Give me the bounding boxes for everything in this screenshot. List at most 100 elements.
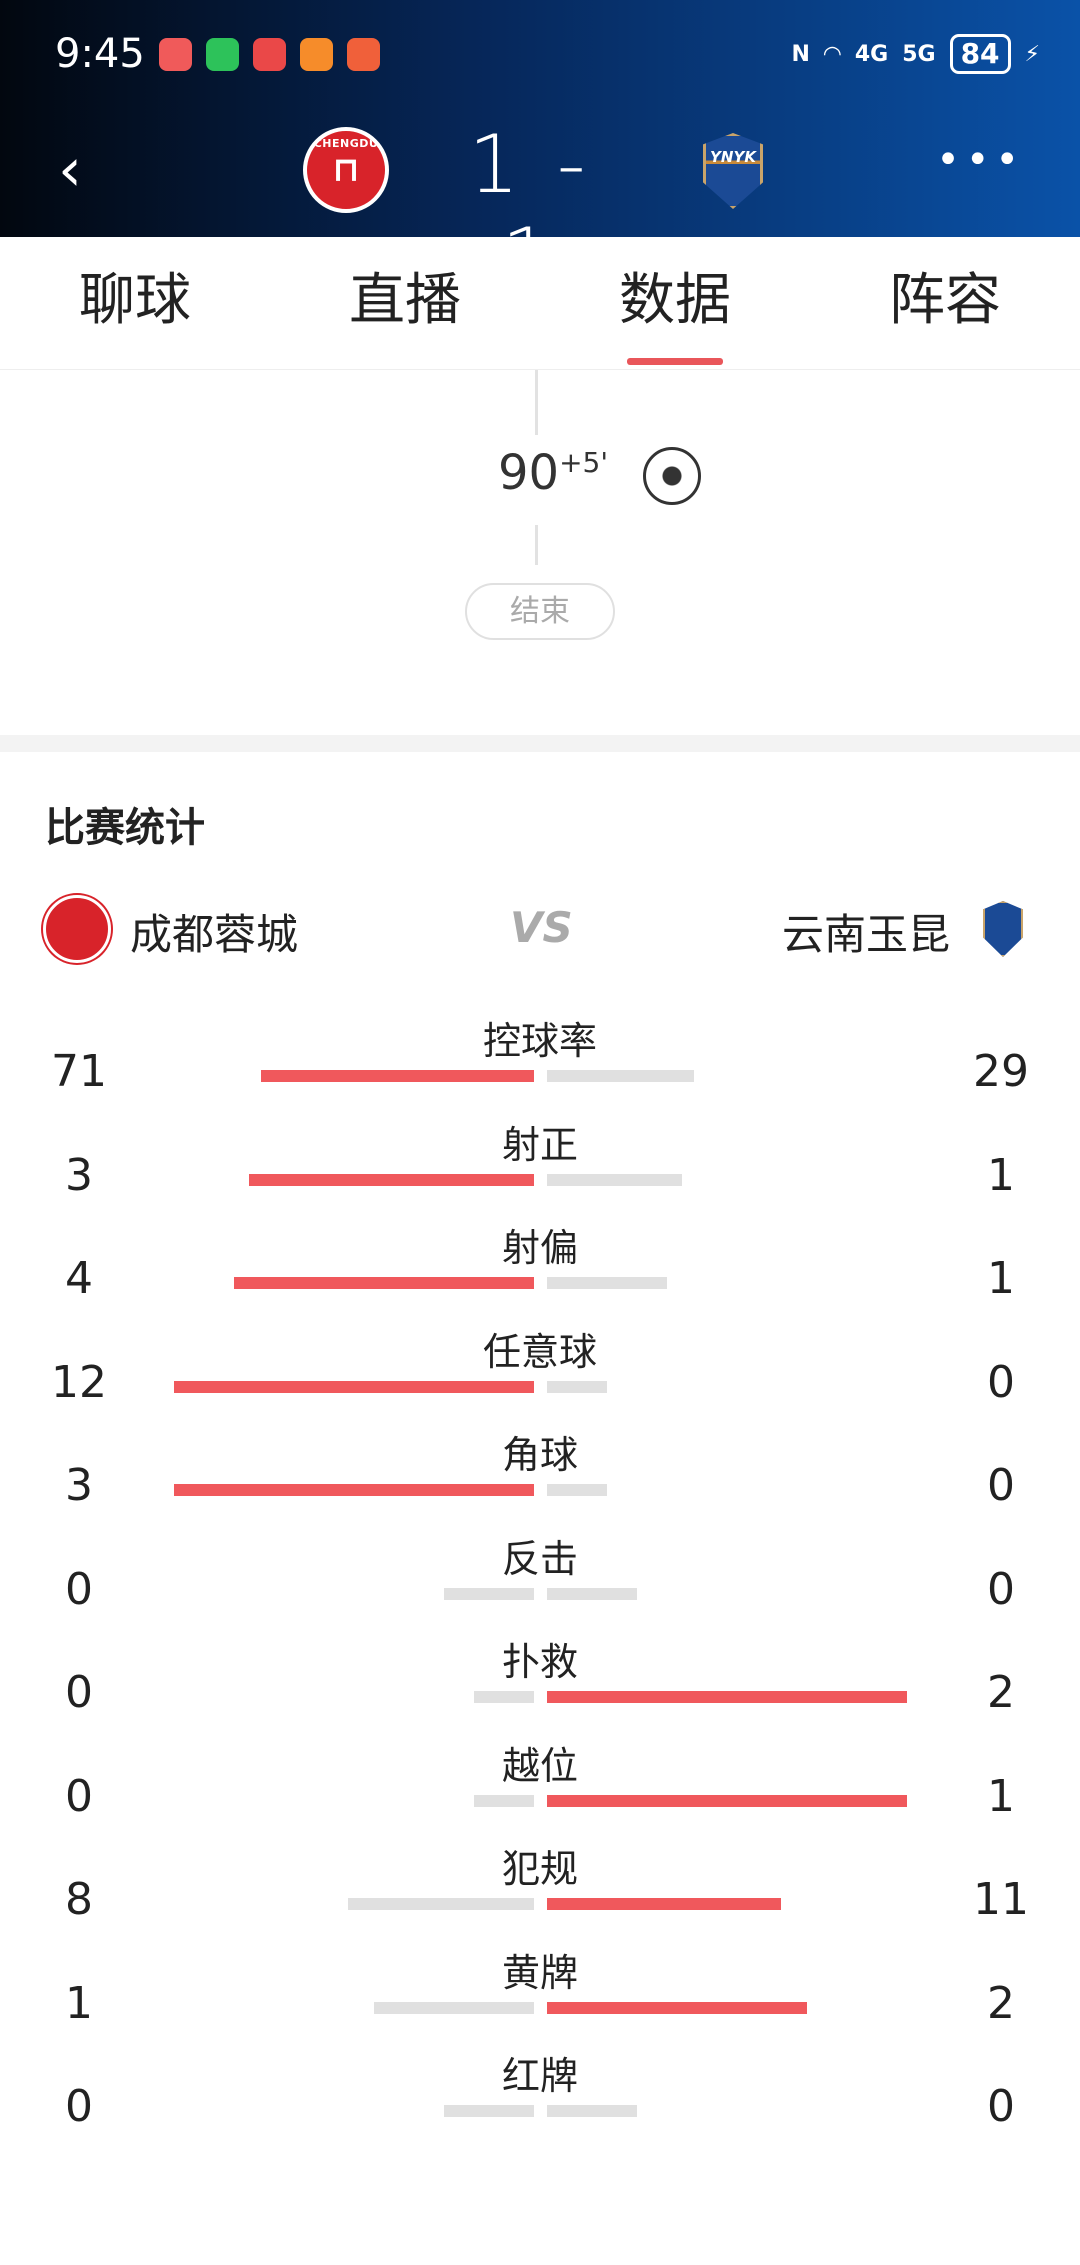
app-notification-icon — [252, 37, 286, 71]
section-divider — [0, 735, 1080, 752]
stat-label: 黄牌 — [501, 1950, 578, 1995]
stat-row: 红牌 0 0 — [0, 2045, 1080, 2148]
away-stat-value: 0 — [987, 1460, 1015, 1511]
away-stat-bar — [547, 1587, 637, 1600]
away-stat-value: 2 — [987, 1977, 1015, 2029]
minute-value: 90 — [498, 445, 560, 501]
home-logo-text: CHENGDU — [313, 137, 379, 150]
battery-icon: 84 — [949, 34, 1011, 74]
clock: 9:45 — [55, 31, 145, 77]
away-team-logo[interactable]: YNYK — [703, 133, 763, 209]
home-stat-value: 4 — [65, 1253, 93, 1304]
tab-chat[interactable]: 聊球 — [79, 268, 191, 333]
stat-row: 任意球 12 0 — [0, 1321, 1080, 1424]
home-stat-bar — [474, 1691, 534, 1703]
away-stat-bar — [547, 1898, 781, 1910]
status-bar: 9:45 N ◠ 4G 5G 84 ⚡ — [55, 30, 1040, 78]
home-stat-value: 12 — [51, 1356, 107, 1408]
home-stat-bar — [474, 1794, 534, 1807]
app-notification-icon — [158, 37, 192, 71]
stat-row: 越位 0 1 — [0, 1735, 1080, 1838]
score-separator: - — [556, 118, 592, 211]
home-score: 1 — [468, 118, 526, 211]
home-logo-emblem: ⊓ — [332, 150, 360, 190]
soccer-ball-icon — [643, 447, 701, 505]
match-end-badge: 结束 — [465, 583, 615, 640]
stat-label: 角球 — [501, 1433, 578, 1477]
stat-label: 扑救 — [501, 1640, 578, 1684]
back-button[interactable]: ‹ — [58, 135, 82, 205]
away-team-logo — [983, 901, 1023, 957]
home-team-name: 成都蓉城 — [130, 910, 299, 959]
tab-live[interactable]: 直播 — [349, 268, 461, 333]
stat-label: 任意球 — [482, 1329, 597, 1374]
timeline-line — [535, 370, 538, 435]
away-stat-bar — [547, 1173, 682, 1186]
stat-label: 射偏 — [501, 1226, 578, 1270]
stat-label: 射正 — [501, 1122, 578, 1167]
home-stat-bar — [444, 1587, 534, 1600]
stat-row: 控球率 71 29 — [0, 1010, 1080, 1113]
home-stat-value: 8 — [65, 1874, 93, 1925]
stat-row: 犯规 8 11 — [0, 1838, 1080, 1941]
home-stat-value: 0 — [65, 1667, 93, 1718]
charging-icon: ⚡ — [1024, 41, 1040, 67]
match-header: 9:45 N ◠ 4G 5G 84 ⚡ ‹ CHENGDU ⊓ 1 - 1 YN… — [0, 0, 1080, 304]
signal-5g-icon: 5G — [902, 41, 936, 67]
app-notification-icon — [299, 37, 333, 71]
more-options-button[interactable]: ••• — [936, 137, 1025, 183]
stat-row: 射正 3 1 — [0, 1114, 1080, 1217]
wechat-icon — [205, 37, 239, 71]
team-row: 成都蓉城 VS 云南玉昆 — [0, 895, 1080, 965]
away-stat-bar — [547, 1484, 607, 1496]
stat-label: 反击 — [501, 1536, 578, 1581]
tab-lineup[interactable]: 阵容 — [889, 268, 1001, 333]
stat-label: 犯规 — [501, 1847, 578, 1891]
home-stat-bar — [249, 1173, 534, 1186]
added-time: +5' — [559, 446, 609, 479]
home-team-logo — [43, 895, 111, 963]
stat-row: 射偏 4 1 — [0, 1217, 1080, 1320]
stat-label: 控球率 — [482, 1019, 597, 1063]
away-team-name: 云南玉昆 — [781, 910, 950, 959]
away-stat-value: 1 — [987, 1253, 1015, 1304]
stat-row: 扑救 0 2 — [0, 1631, 1080, 1734]
home-stat-value: 1 — [65, 1977, 93, 2029]
away-stat-bar — [547, 1794, 907, 1807]
home-stat-value: 71 — [51, 1046, 107, 1097]
away-stat-value: 2 — [987, 1667, 1015, 1718]
home-stat-value: 0 — [65, 2081, 93, 2132]
nfc-icon: N — [791, 41, 810, 67]
home-stat-bar — [174, 1380, 534, 1393]
home-stat-bar — [261, 1070, 534, 1082]
away-stat-value: 1 — [987, 1770, 1015, 1822]
home-stat-bar — [374, 2001, 534, 2014]
away-stat-bar — [547, 2105, 637, 2117]
home-stat-value: 3 — [65, 1460, 93, 1511]
stat-row: 角球 3 0 — [0, 1424, 1080, 1527]
away-stat-value: 0 — [987, 2081, 1015, 2132]
home-stat-bar — [444, 2105, 534, 2117]
home-stat-bar — [174, 1484, 534, 1496]
stat-label: 越位 — [501, 1743, 578, 1788]
section-title: 比赛统计 — [45, 805, 205, 851]
home-stat-value: 3 — [65, 1149, 93, 1201]
stat-row: 黄牌 1 2 — [0, 1942, 1080, 2045]
home-stat-bar — [234, 1277, 534, 1289]
away-stat-bar — [547, 2001, 807, 2014]
tab-data[interactable]: 数据 — [540, 237, 810, 369]
home-stat-bar — [347, 1898, 534, 1910]
timeline-line — [535, 525, 538, 565]
away-stat-value: 11 — [973, 1874, 1029, 1925]
tab-bar: 聊球 直播 数据 阵容 — [0, 237, 1080, 370]
home-team-logo[interactable]: CHENGDU ⊓ — [303, 127, 389, 213]
away-stat-bar — [547, 1691, 907, 1703]
stat-label: 红牌 — [501, 2054, 578, 2098]
away-stat-value: 1 — [987, 1149, 1015, 1201]
away-stat-bar — [547, 1070, 694, 1082]
away-logo-text: YNYK — [710, 148, 756, 166]
wifi-icon: ◠ — [823, 41, 841, 67]
home-stat-value: 0 — [65, 1563, 93, 1615]
away-stat-value: 0 — [987, 1563, 1015, 1615]
signal-4g-icon: 4G — [854, 41, 889, 67]
